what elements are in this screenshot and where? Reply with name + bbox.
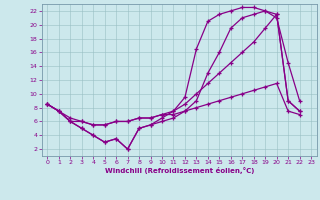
X-axis label: Windchill (Refroidissement éolien,°C): Windchill (Refroidissement éolien,°C) <box>105 167 254 174</box>
